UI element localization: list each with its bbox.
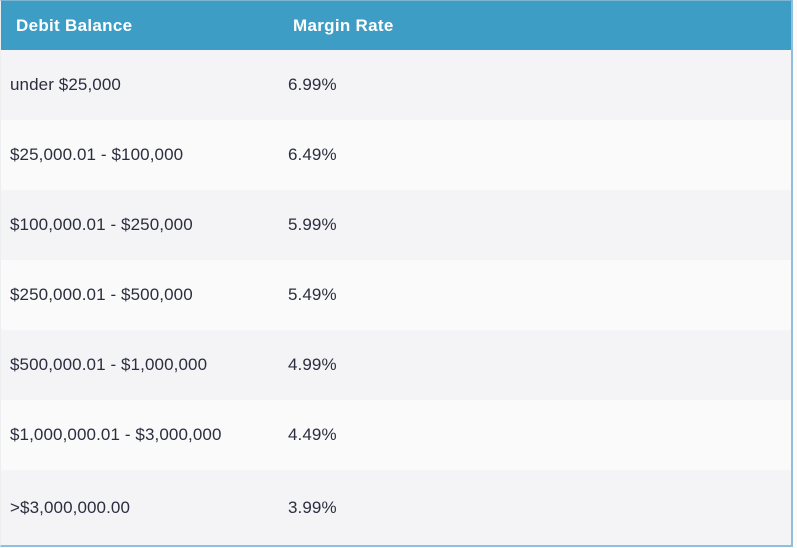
table-row: under $25,000 6.99% (1, 50, 791, 120)
table-row: $500,000.01 - $1,000,000 4.99% (1, 330, 791, 400)
debit-balance-cell: >$3,000,000.00 (10, 497, 131, 517)
table-row: $100,000.01 - $250,000 5.99% (1, 190, 791, 260)
margin-rate-cell: 5.49% (288, 285, 337, 304)
debit-balance-cell: $1,000,000.01 - $3,000,000 (10, 425, 222, 444)
table-row: $1,000,000.01 - $3,000,000 4.49% (1, 400, 791, 470)
debit-balance-cell: $100,000.01 - $250,000 (10, 215, 193, 234)
debit-balance-cell: $250,000.01 - $500,000 (10, 285, 193, 304)
margin-rate-cell: 5.99% (288, 215, 337, 234)
table-header-row: Debit Balance Margin Rate (1, 1, 791, 50)
margin-rate-cell: 6.99% (288, 75, 337, 94)
debit-balance-cell: $500,000.01 - $1,000,000 (10, 355, 208, 374)
column-header-margin-rate: Margin Rate (293, 15, 394, 35)
table-row: $25,000.01 - $100,000 6.49% (1, 120, 791, 190)
debit-balance-cell: under $25,000 (10, 75, 121, 94)
debit-balance-cell: $25,000.01 - $100,000 (10, 145, 184, 164)
margin-rate-cell: 4.99% (288, 355, 337, 374)
margin-rate-cell: 4.49% (288, 425, 337, 444)
table-row: $250,000.01 - $500,000 5.49% (1, 260, 791, 330)
table-row: >$3,000,000.00 3.99% (1, 470, 791, 545)
margin-rate-cell: 6.49% (288, 145, 337, 164)
margin-rate-cell: 3.99% (288, 497, 337, 517)
column-header-debit-balance: Debit Balance (16, 15, 133, 35)
